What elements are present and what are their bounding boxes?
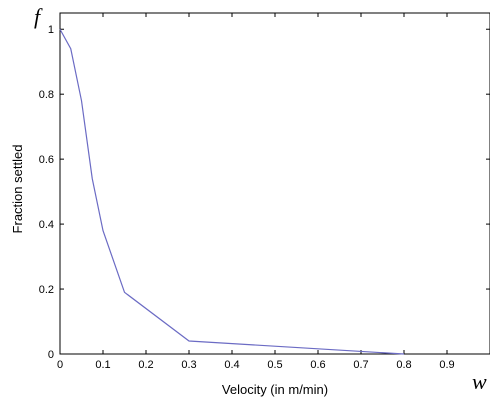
x-tick-label: 0.3 bbox=[181, 359, 196, 371]
x-tick-label: 0.9 bbox=[439, 359, 454, 371]
x-variable-label: w bbox=[472, 369, 487, 394]
x-tick-label: 0 bbox=[57, 359, 63, 371]
ticks: 0 0.1 0.2 0.3 0.4 0.5 0.6 0.7 0.8 0.9 0 0.2 0.4 0.6 0.… bbox=[39, 13, 490, 371]
y-tick-label: 0.2 bbox=[39, 284, 54, 296]
y-axis-label: Fraction settled bbox=[10, 145, 25, 234]
y-tick-label: 0.6 bbox=[39, 154, 54, 166]
x-tick-label: 0.4 bbox=[224, 359, 239, 371]
x-tick-label: 0.6 bbox=[310, 359, 325, 371]
plot-area bbox=[59, 12, 490, 355]
x-axis-label: Velocity (in m/min) bbox=[222, 382, 328, 397]
x-tick-label: 0.7 bbox=[353, 359, 368, 371]
x-tick-label: 0.1 bbox=[95, 359, 110, 371]
series bbox=[59, 28, 405, 355]
y-tick-label: 0 bbox=[48, 349, 54, 361]
series-line bbox=[59, 28, 405, 355]
y-tick-label: 0.8 bbox=[39, 89, 54, 101]
x-tick-label: 0.8 bbox=[396, 359, 411, 371]
y-variable-label: f bbox=[34, 4, 43, 29]
y-tick-label: 0.4 bbox=[39, 219, 54, 231]
x-tick-label: 0.2 bbox=[138, 359, 153, 371]
x-tick-label: 0.5 bbox=[267, 359, 282, 371]
y-tick-label: 1 bbox=[48, 24, 54, 36]
